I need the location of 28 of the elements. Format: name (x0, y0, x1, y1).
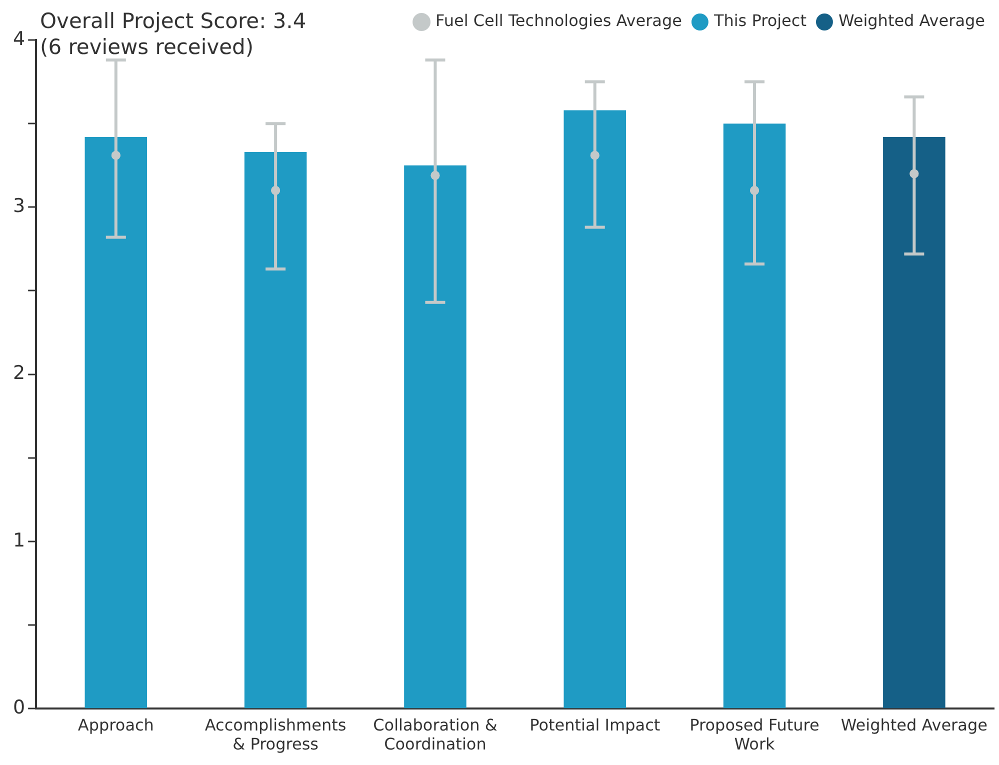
point (590, 150, 600, 160)
bar (723, 124, 786, 708)
y-tick-label: 1 (12, 529, 26, 552)
chart-title: Overall Project Score: 3.4 (40, 8, 306, 34)
y-tick-label: 0 (12, 696, 26, 719)
chart-subtitle: (6 reviews received) (40, 34, 255, 60)
legend-label: This Project (712, 11, 806, 30)
x-tick-label: Potential Impact (530, 715, 660, 734)
x-tick-label: Proposed Future Work (690, 715, 820, 754)
legend-label: Weighted Average (838, 11, 985, 30)
legend-label: Fuel Cell Technologies Average (436, 11, 682, 30)
bar (564, 110, 626, 708)
x-tick-label: Accomplishments & Progress (204, 715, 346, 754)
y-tick-label: 4 (12, 28, 26, 50)
x-tick-label: Approach (78, 715, 154, 734)
point (111, 150, 120, 160)
x-tick-label: Weighted Average (840, 715, 988, 734)
bar (244, 152, 307, 708)
y-tick-label: 3 (12, 195, 26, 218)
bar (883, 136, 946, 708)
point (271, 186, 280, 195)
bar (404, 165, 466, 708)
y-tick-label: 2 (12, 362, 26, 384)
point (910, 169, 919, 178)
point (750, 186, 760, 195)
point (430, 170, 440, 180)
x-tick-label: Collaboration & Coordination (373, 715, 498, 754)
bar (84, 136, 148, 708)
